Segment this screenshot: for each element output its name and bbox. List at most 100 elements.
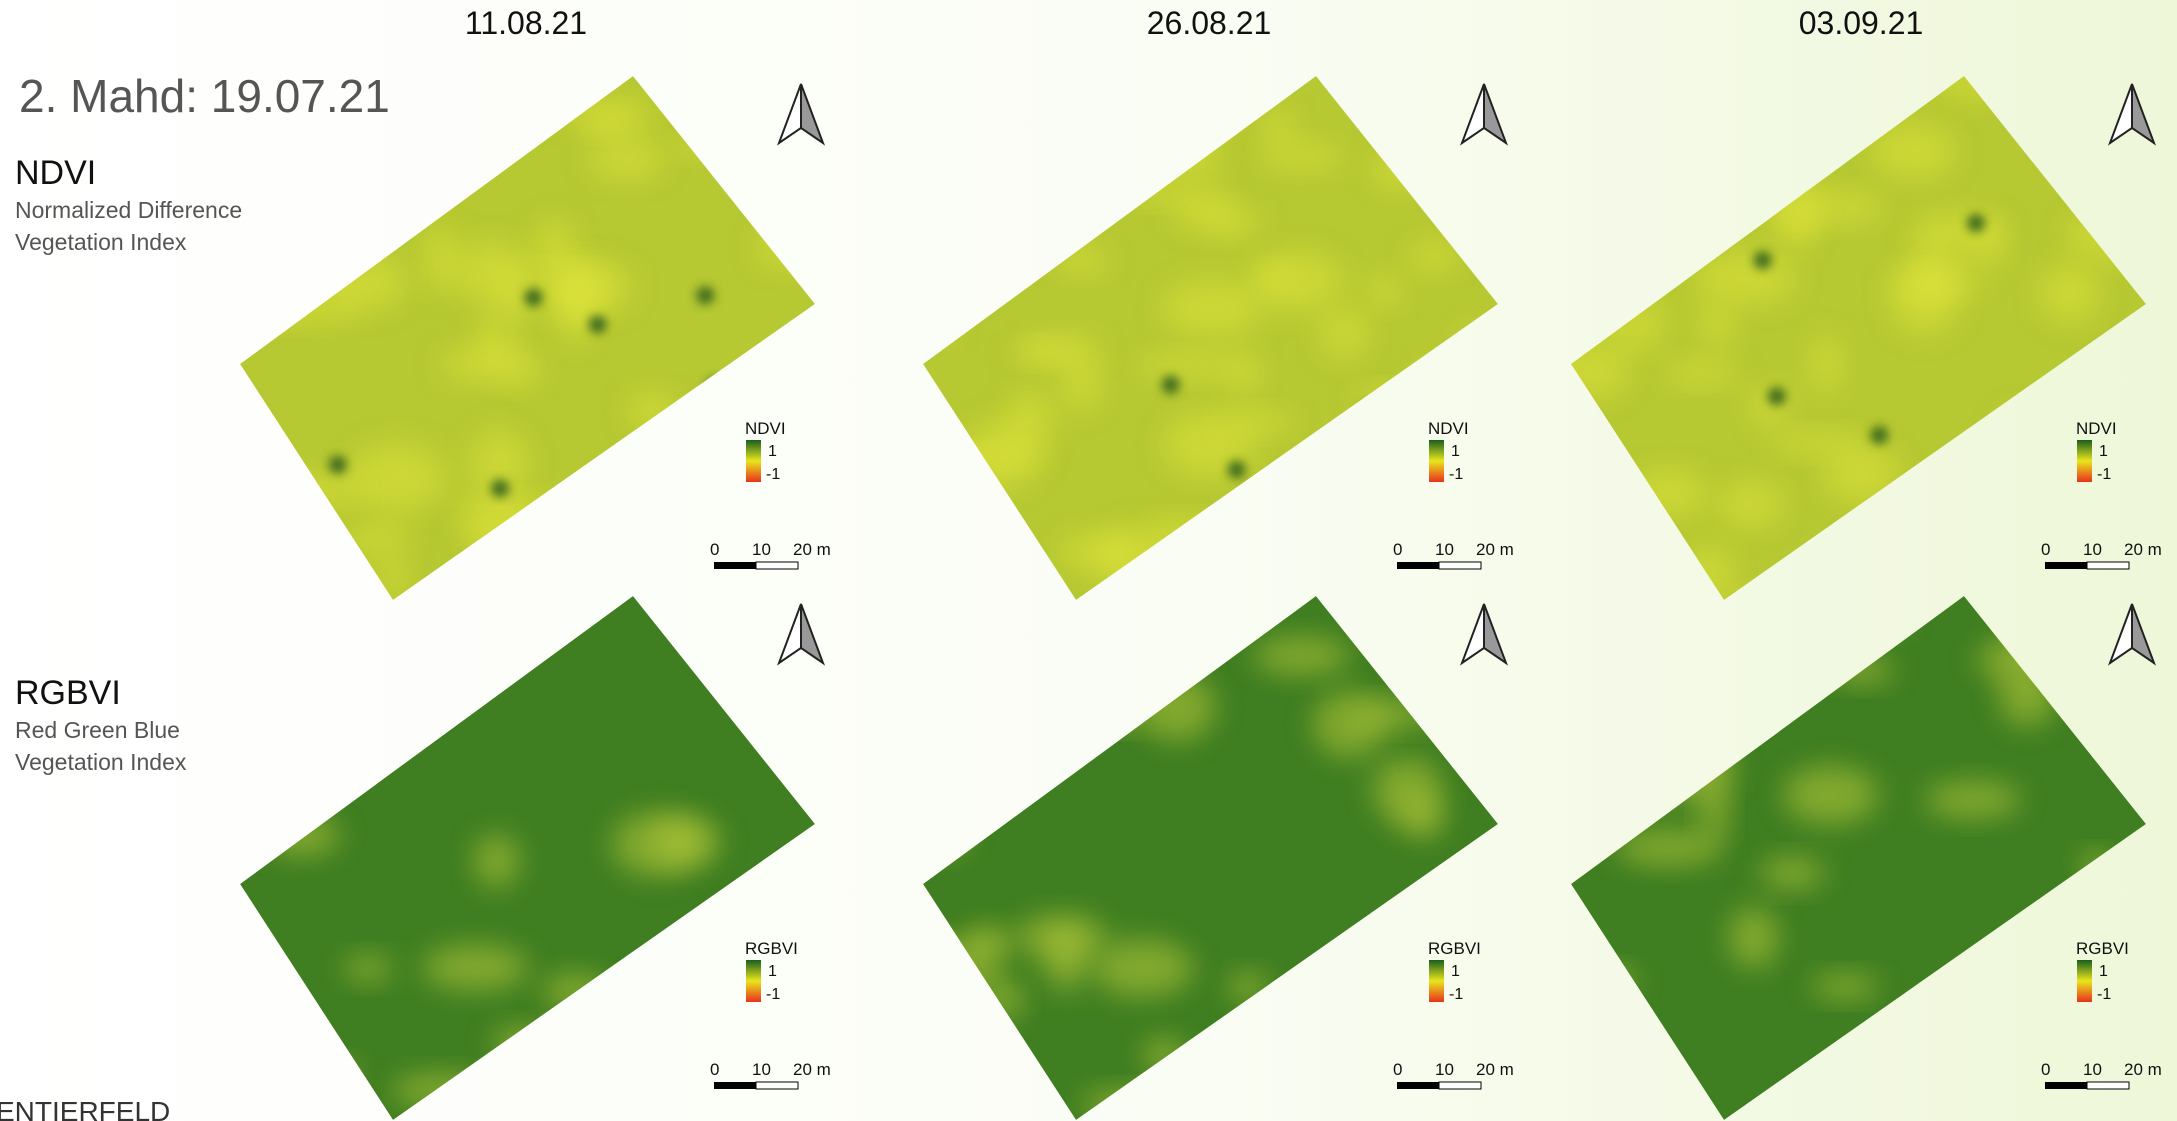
column-date: 11.08.21 bbox=[465, 5, 587, 41]
slide-canvas: 2. Mahd: 19.07.21 ENTIERFELD 11.08.2126.… bbox=[0, 0, 2177, 1121]
field-patch bbox=[1458, 326, 1491, 365]
legend-ramp bbox=[746, 440, 761, 482]
north-arrow bbox=[2132, 84, 2154, 143]
field-patch bbox=[558, 272, 595, 342]
field bbox=[923, 596, 1498, 1120]
field-dark-spot bbox=[1034, 142, 1052, 160]
field-patch bbox=[1725, 589, 1756, 610]
field-patch bbox=[1260, 143, 1344, 171]
field-patch bbox=[1409, 240, 1459, 272]
field-patch bbox=[1096, 62, 1131, 119]
field-patch bbox=[1362, 442, 1434, 488]
field-patch bbox=[757, 224, 822, 269]
scale-bar-black bbox=[1397, 562, 1439, 569]
field-dark-spot bbox=[1162, 376, 1180, 394]
field-dark-spot bbox=[525, 289, 543, 307]
field-patch bbox=[1196, 564, 1277, 625]
footer: ENTIERFELD bbox=[0, 1096, 170, 1121]
map-panel: RGBVI1-101020 m bbox=[1537, 596, 2177, 1120]
field-patch bbox=[1320, 308, 1368, 359]
field-patch bbox=[1707, 610, 1775, 639]
scale-label: 20 m bbox=[793, 540, 831, 559]
map-image bbox=[879, 596, 1515, 1120]
scale-label: 20 m bbox=[2124, 540, 2162, 559]
field-patch bbox=[1095, 526, 1185, 592]
field-patch bbox=[923, 226, 981, 295]
field-dark-spot bbox=[1361, 404, 1379, 422]
field-patch bbox=[344, 955, 391, 982]
scale-bar-white bbox=[2087, 562, 2129, 569]
field-patch bbox=[653, 816, 721, 866]
legend-max: 1 bbox=[2099, 443, 2108, 460]
field-patch bbox=[568, 109, 630, 134]
row-description: Vegetation Index bbox=[15, 229, 187, 255]
field-patch bbox=[378, 558, 409, 596]
north-arrow bbox=[779, 604, 801, 663]
map-image bbox=[1533, 51, 2177, 610]
field-patch bbox=[919, 235, 986, 305]
field-dark-spot bbox=[2058, 142, 2076, 160]
scale-label: 20 m bbox=[2124, 1060, 2162, 1079]
field-patch bbox=[1253, 637, 1350, 676]
north-arrow bbox=[1484, 84, 1506, 143]
scale-label: 0 bbox=[1393, 540, 1402, 559]
field-patch bbox=[901, 937, 968, 980]
field-dark-spot bbox=[329, 456, 347, 474]
field-patch bbox=[962, 939, 996, 999]
field-patch bbox=[1542, 227, 1621, 250]
north-arrow bbox=[2132, 604, 2154, 663]
field-patch bbox=[2067, 208, 2168, 261]
field-patch bbox=[1729, 907, 1779, 968]
field-patch bbox=[1810, 334, 1841, 393]
scale-label: 20 m bbox=[1476, 540, 1514, 559]
field-dark-spot bbox=[1870, 426, 1888, 444]
scale-label: 10 bbox=[752, 1060, 771, 1079]
field-dark-spot bbox=[1768, 387, 1786, 405]
column-date: 03.09.21 bbox=[1799, 5, 1924, 41]
field-patch bbox=[343, 523, 411, 555]
field-patch bbox=[1887, 271, 1984, 296]
field-patch bbox=[1567, 651, 1676, 690]
legend-min: -1 bbox=[2097, 986, 2111, 1003]
field-patch bbox=[2014, 623, 2065, 656]
slide-title: 2. Mahd: 19.07.21 bbox=[19, 70, 390, 122]
map-image bbox=[890, 62, 1505, 626]
scale-label: 20 m bbox=[1476, 1060, 1514, 1079]
north-arrow bbox=[801, 84, 823, 143]
field-patch bbox=[879, 824, 968, 855]
field-patch bbox=[263, 814, 340, 855]
field-patch bbox=[1092, 939, 1193, 997]
field-patch bbox=[531, 70, 587, 108]
field-patch bbox=[1537, 779, 1616, 800]
scale-bar-white bbox=[1439, 1082, 1481, 1089]
field-patch bbox=[1754, 107, 1826, 139]
field-patch bbox=[211, 129, 298, 184]
north-arrow bbox=[1462, 604, 1484, 663]
north-arrow bbox=[2110, 604, 2132, 663]
legend-ramp bbox=[1429, 960, 1444, 1002]
field-patch bbox=[266, 526, 303, 549]
field-dark-spot bbox=[706, 378, 724, 396]
row-description: Red Green Blue bbox=[15, 717, 180, 743]
row-label: RGBVI bbox=[15, 674, 121, 712]
legend-title: RGBVI bbox=[745, 939, 798, 958]
scale-bar-white bbox=[2087, 1082, 2129, 1089]
field-patch bbox=[673, 138, 716, 158]
field-patch bbox=[1025, 334, 1101, 365]
field-patch bbox=[1464, 878, 1514, 923]
field-patch bbox=[1227, 972, 1268, 1002]
legend-title: RGBVI bbox=[2076, 939, 2129, 958]
field-patch bbox=[331, 210, 363, 260]
field-patch bbox=[1357, 699, 1440, 728]
field-patch bbox=[1372, 149, 1430, 190]
field-patch bbox=[254, 1061, 360, 1088]
north-arrow bbox=[1462, 84, 1484, 143]
field-patch bbox=[1448, 377, 1505, 414]
north-arrow bbox=[1484, 604, 1506, 663]
field-patch bbox=[1080, 1089, 1168, 1118]
scale-bar-white bbox=[756, 1082, 798, 1089]
field bbox=[240, 76, 815, 600]
field-patch bbox=[1823, 444, 1900, 503]
